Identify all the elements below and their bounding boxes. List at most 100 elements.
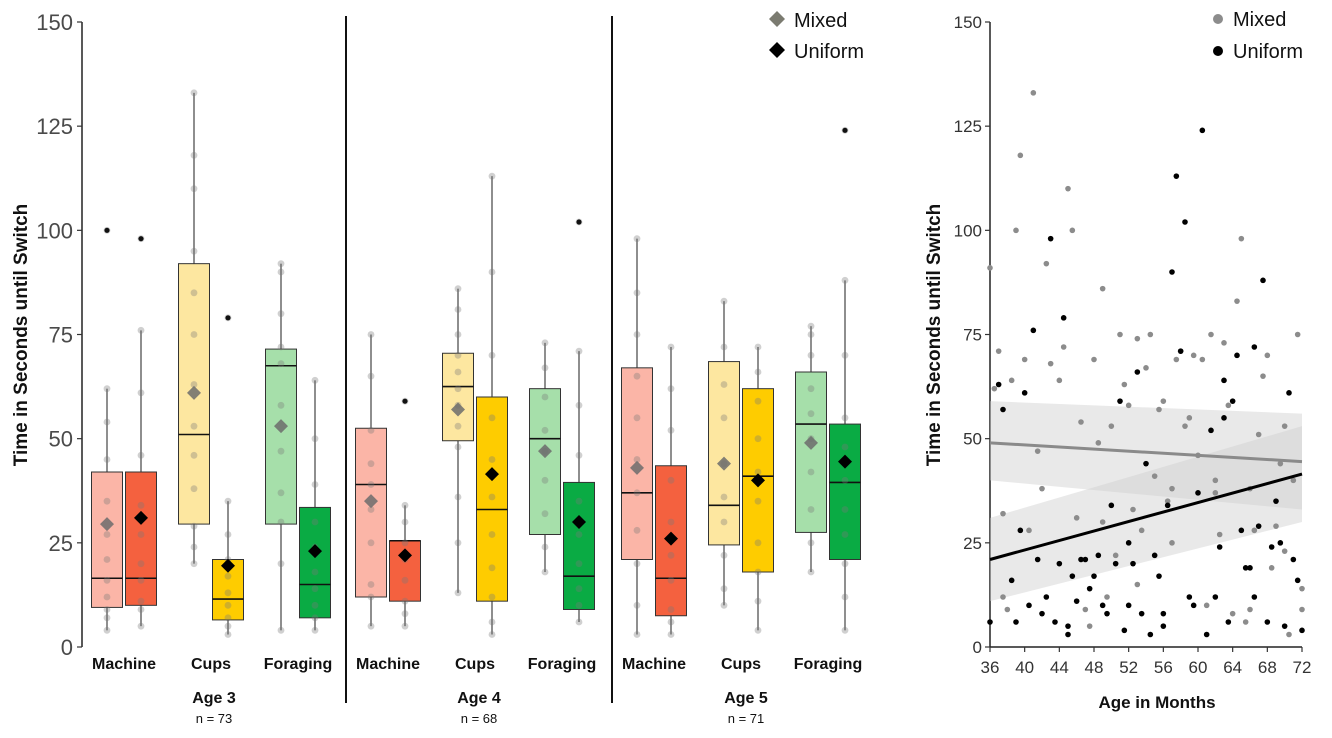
mixed-data-point <box>103 614 111 622</box>
uniform-data-point <box>224 622 232 630</box>
uniform-data-point <box>311 435 319 443</box>
uniform-data-point <box>754 597 762 605</box>
uniform-point <box>1208 427 1214 434</box>
mixed-data-point <box>367 622 375 630</box>
mixed-point <box>1268 565 1275 571</box>
age-group-label: Age 5 <box>724 690 768 707</box>
uniform-point <box>1151 552 1158 559</box>
uniform-data-point <box>667 576 675 584</box>
mixed-point <box>1277 460 1284 467</box>
mixed-point <box>1229 610 1236 617</box>
sample-size-label: n = 68 <box>461 711 498 726</box>
uniform-point <box>1277 540 1284 546</box>
mixed-data-point <box>103 606 111 613</box>
mixed-data-point <box>190 451 198 459</box>
sample-size-label: n = 71 <box>728 711 765 726</box>
y-tick-label: 100 <box>36 218 73 243</box>
mixed-data-point <box>633 601 641 609</box>
mixed-data-point <box>277 268 285 276</box>
mixed-point <box>1169 540 1175 546</box>
uniform-data-point <box>311 568 319 576</box>
task-label: Foraging <box>794 656 862 673</box>
uniform-point <box>1056 560 1063 567</box>
mixed-data-point <box>190 522 198 530</box>
uniform-point <box>1021 390 1028 396</box>
uniform-data-point <box>488 268 496 276</box>
uniform-data-point <box>311 601 319 609</box>
mixed-point <box>1151 473 1158 479</box>
x-tick-label: 56 <box>1154 658 1173 677</box>
mixed-data-point <box>807 331 815 338</box>
uniform-data-point <box>311 626 319 634</box>
mixed-point <box>1000 594 1006 600</box>
mixed-point <box>1169 485 1175 492</box>
mixed-data-point <box>633 631 641 638</box>
uniform-data-point <box>224 631 232 638</box>
uniform-data-point <box>754 368 762 376</box>
uniform-point <box>1108 502 1115 509</box>
uniform-data-point <box>224 572 232 580</box>
x-tick-label: 44 <box>1050 658 1069 677</box>
uniform-box <box>125 471 157 606</box>
uniform-point <box>1251 344 1258 350</box>
mixed-point <box>991 385 998 392</box>
uniform-point <box>1221 377 1227 384</box>
y-axis-title-left: Time in Seconds until Switch <box>11 204 32 467</box>
x-tick-label: 60 <box>1189 658 1208 677</box>
uniform-mean-marker <box>751 473 765 488</box>
mixed-data-point <box>454 285 462 293</box>
mixed-data-point <box>190 185 198 193</box>
uniform-data-point <box>488 493 496 501</box>
uniform-point <box>1013 619 1019 625</box>
uniform-point <box>1290 556 1297 563</box>
uniform-data-point <box>667 606 675 613</box>
uniform-mean-marker <box>572 515 586 529</box>
mixed-point <box>1108 423 1115 429</box>
uniform-point <box>995 381 1002 388</box>
uniform-point <box>1203 631 1210 638</box>
task-label: Cups <box>721 656 761 673</box>
trendline-uniform <box>989 472 1303 561</box>
uniform-data-point <box>137 597 145 605</box>
legend-uniform-marker <box>769 42 785 58</box>
mixed-data-point <box>807 539 815 547</box>
mixed-mean-marker <box>274 419 288 434</box>
uniform-data-point <box>575 401 583 409</box>
uniform-data-point <box>224 531 232 538</box>
mixed-point <box>1173 356 1180 363</box>
mixed-point <box>1000 510 1006 517</box>
legend-mixed-label: Mixed <box>1233 9 1286 31</box>
uniform-data-point <box>575 451 583 459</box>
mixed-data-point <box>190 331 198 338</box>
mixed-point <box>1299 606 1305 613</box>
task-label: Machine <box>356 656 420 673</box>
uniform-mean-marker <box>398 548 412 563</box>
mixed-mean-marker <box>538 444 552 459</box>
mixed-data-point <box>277 560 285 568</box>
mixed-data-point <box>190 381 198 388</box>
uniform-data-point <box>575 585 583 593</box>
mixed-data-point <box>367 481 375 488</box>
uniform-point <box>1099 602 1106 609</box>
uniform-data-point <box>137 531 145 538</box>
mixed-point <box>1004 606 1011 613</box>
uniform-point <box>1034 556 1041 563</box>
mixed-data-point <box>190 422 198 430</box>
mixed-point <box>1039 485 1045 492</box>
mixed-data-point <box>277 518 285 526</box>
uniform-data-point <box>754 539 762 547</box>
y-tick-label: 150 <box>36 10 73 35</box>
mixed-data-point <box>103 556 111 563</box>
uniform-point <box>1060 315 1067 321</box>
mixed-point <box>1060 344 1067 350</box>
uniform-mean-marker <box>838 454 852 469</box>
mixed-point <box>1099 519 1106 525</box>
mixed-data-point <box>633 414 641 422</box>
uniform-point <box>1073 598 1080 604</box>
mixed-data-point <box>367 539 375 547</box>
age-group-label: Age 3 <box>192 690 236 707</box>
mixed-data-point <box>367 506 375 513</box>
y-axis-title-right: Time in Seconds until Switch <box>924 204 945 467</box>
mixed-data-point <box>633 489 641 497</box>
uniform-point <box>1160 623 1167 629</box>
